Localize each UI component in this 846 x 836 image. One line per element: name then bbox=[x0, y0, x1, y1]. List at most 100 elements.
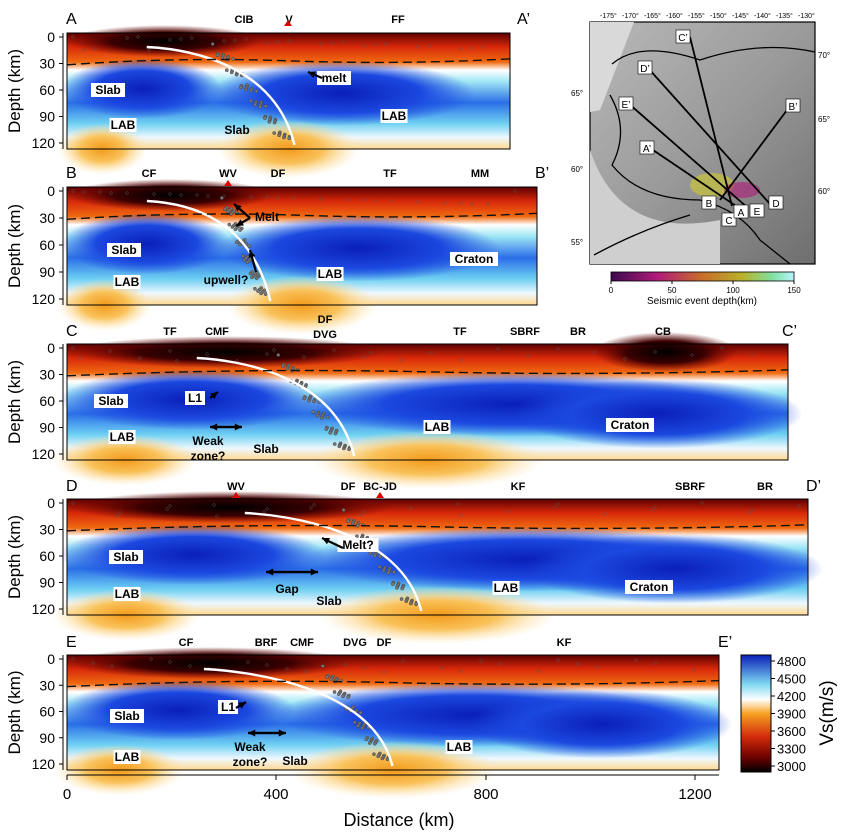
seismic-event bbox=[513, 189, 517, 193]
arrow-head bbox=[238, 702, 246, 709]
map-lon-label: -170° bbox=[622, 12, 639, 20]
seismic-event bbox=[328, 430, 333, 435]
seismic-event bbox=[244, 37, 248, 41]
annotation-box bbox=[445, 740, 473, 754]
seismic-event bbox=[276, 196, 280, 200]
map-lat-label: 60° bbox=[571, 165, 583, 174]
annotation-box bbox=[113, 587, 141, 601]
seismic-event bbox=[287, 39, 291, 43]
fault-label: TF bbox=[383, 168, 397, 180]
seismic-event bbox=[254, 276, 259, 280]
annotation-label: LAB bbox=[110, 430, 135, 444]
map-lon-label: -175° bbox=[600, 12, 617, 20]
seismic-event bbox=[342, 446, 346, 451]
seismic-event bbox=[330, 41, 334, 45]
seismic-event bbox=[312, 503, 316, 507]
map-profile-label-box bbox=[785, 98, 801, 113]
map-profile-label-box bbox=[675, 29, 691, 44]
seismic-event bbox=[341, 40, 345, 44]
panel-frame bbox=[66, 186, 538, 306]
annotation-label: zone? bbox=[191, 449, 226, 463]
seismic-event bbox=[623, 357, 627, 361]
seismic-event bbox=[71, 189, 75, 193]
seismic-event bbox=[248, 271, 253, 276]
slab-top-curve bbox=[196, 356, 356, 457]
profile-panel-e: 0 30 60 90 120 Depth (km) E E’ CF BRF CMF DVG DF KF Sl… bbox=[5, 634, 732, 799]
seismic-event bbox=[329, 677, 334, 682]
slab-top-curve bbox=[244, 511, 423, 612]
depth-tick-label: 0 bbox=[47, 340, 55, 356]
depth-tick-label: 120 bbox=[32, 135, 56, 151]
seismic-event bbox=[175, 359, 179, 363]
profile-panel-b: 0 30 60 90 120 Depth (km) B B’ CF WV DF TF MM Melt Sla… bbox=[5, 165, 549, 335]
vs-colorbar-tick-label: 3000 bbox=[777, 759, 806, 774]
fault-label: BC-JD bbox=[363, 481, 397, 493]
seismic-event bbox=[265, 507, 269, 511]
map-profile-label-box bbox=[749, 203, 765, 218]
seismic-event bbox=[325, 415, 330, 419]
profile-panel-c: 0 30 60 90 120 Depth (km) C C’ TF CMF DF DVG TF SBRF B… bbox=[5, 314, 803, 489]
fault-label: DVG bbox=[343, 637, 367, 649]
vs-colorbar-ramp bbox=[740, 654, 772, 773]
annotation-label: LAB bbox=[425, 420, 450, 434]
seismic-event bbox=[362, 198, 366, 202]
map-colorbar-title: Seismic event depth(km) bbox=[647, 296, 757, 307]
vs-colorbar-tick-label: 3300 bbox=[777, 742, 806, 757]
location-map: C’ D’ E’ B’ A’ B CA ED -175° -170° -165° -160° -155°… bbox=[571, 12, 830, 307]
seismic-event bbox=[247, 244, 252, 248]
seismic-event bbox=[459, 358, 463, 362]
annotation-label: L1 bbox=[188, 391, 202, 405]
seismic-event bbox=[227, 222, 232, 227]
seismic-event bbox=[553, 505, 557, 509]
annotation-box bbox=[492, 581, 520, 595]
seismic-event bbox=[285, 667, 289, 671]
seismic-event bbox=[367, 741, 372, 745]
seismic-event bbox=[238, 242, 242, 247]
seismic-event bbox=[346, 519, 351, 524]
map-lon-label: -160° bbox=[666, 12, 683, 20]
seismic-event bbox=[392, 570, 396, 574]
map-depth-colorbar bbox=[610, 271, 795, 282]
vs-colorbar-tick-label: 4200 bbox=[777, 689, 806, 704]
seismic-event bbox=[690, 353, 694, 357]
seismic-event bbox=[244, 87, 248, 92]
seismic-event bbox=[188, 664, 192, 668]
depth-tick-label: 120 bbox=[32, 446, 56, 462]
fault-label: CIB bbox=[235, 14, 254, 26]
annotation-label: Slab bbox=[98, 394, 123, 408]
map-ocean bbox=[590, 22, 634, 112]
fault-label: DF bbox=[318, 314, 333, 326]
seismic-event bbox=[249, 88, 253, 93]
seismic-event bbox=[603, 512, 607, 516]
annotation-label: Craton bbox=[630, 580, 669, 594]
fault-label: SBRF bbox=[675, 481, 705, 493]
seismic-event bbox=[470, 46, 474, 50]
fault-label: CMF bbox=[205, 326, 229, 338]
seismic-event bbox=[147, 48, 151, 52]
annotation-box bbox=[110, 709, 144, 723]
seismic-event bbox=[205, 352, 209, 356]
seismic-event bbox=[312, 399, 316, 404]
map-profile-label-box bbox=[721, 212, 737, 227]
map-profile-label: A’ bbox=[643, 144, 651, 155]
map-lat-label: 70° bbox=[818, 51, 830, 60]
low-velocity-crust bbox=[593, 332, 738, 372]
seismic-event bbox=[263, 116, 267, 120]
seismic-event bbox=[356, 724, 360, 728]
annotation-label: upwell? bbox=[204, 273, 249, 287]
seismic-event bbox=[750, 508, 754, 512]
seismic-event bbox=[276, 40, 280, 44]
seismic-event bbox=[486, 202, 490, 206]
seismic-event bbox=[459, 201, 463, 205]
map-profile-label: A bbox=[738, 208, 745, 219]
seismic-event bbox=[138, 356, 142, 360]
seismic-event bbox=[71, 657, 75, 661]
seismic-event bbox=[229, 70, 234, 75]
seismic-event bbox=[233, 38, 237, 42]
depth-axis-label: Depth (km) bbox=[5, 670, 24, 754]
seismic-event bbox=[440, 666, 444, 670]
high-velocity-mantle bbox=[208, 60, 475, 126]
low-velocity-crust bbox=[67, 25, 262, 57]
seismic-event bbox=[234, 72, 239, 77]
